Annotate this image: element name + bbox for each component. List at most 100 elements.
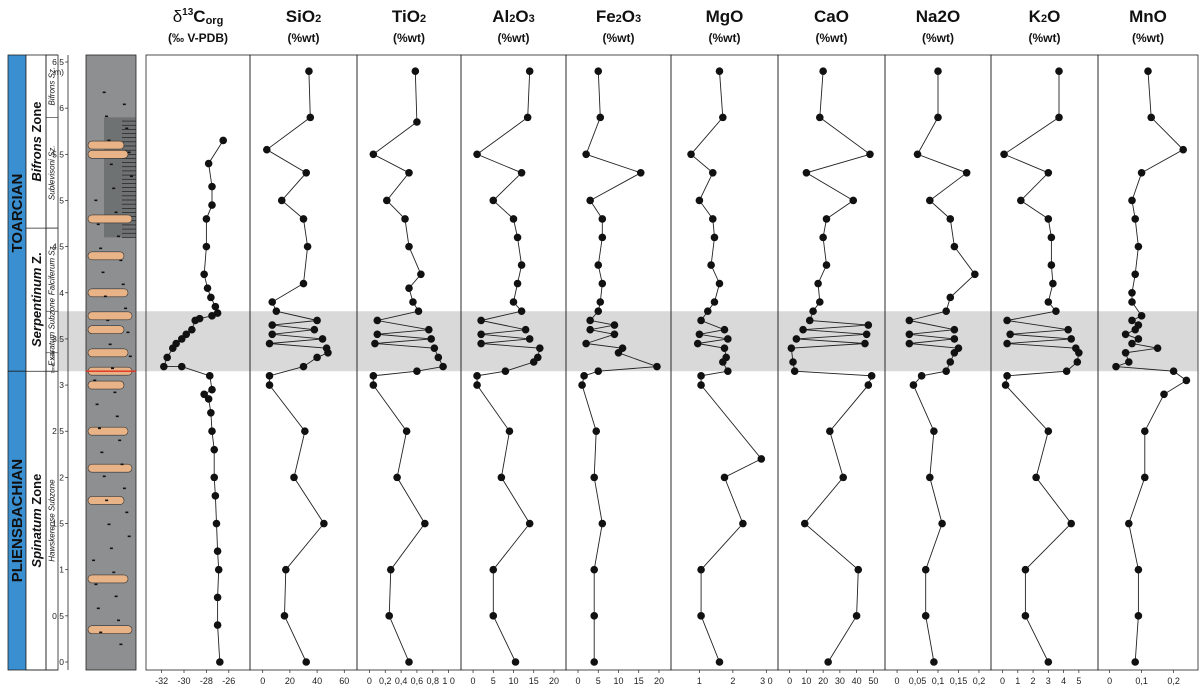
subzone-label: Hawskerense Subzone: [48, 479, 57, 562]
data-point: [815, 113, 824, 122]
x-tick-label: -26: [222, 676, 235, 686]
data-point: [265, 381, 274, 389]
data-point: [1032, 473, 1040, 482]
lithology-dot: [127, 535, 131, 538]
data-point: [163, 353, 171, 362]
x-tick-label: 0,2: [379, 676, 392, 686]
x-tick-label: 50: [868, 676, 878, 686]
x-tick-label: 0: [367, 676, 372, 686]
height-unit-label: m): [54, 67, 64, 77]
lithology-dot: [115, 415, 119, 418]
data-point: [262, 145, 271, 154]
data-point: [299, 215, 308, 223]
data-point: [707, 261, 715, 269]
data-point: [305, 67, 313, 76]
data-point: [719, 113, 727, 122]
data-point: [489, 612, 498, 620]
data-point: [809, 307, 817, 316]
carbonate-nodule: [87, 380, 125, 390]
data-point: [313, 353, 321, 362]
data-point: [1001, 381, 1010, 389]
data-point: [501, 367, 510, 376]
data-point: [695, 330, 704, 339]
data-point: [1047, 261, 1056, 269]
data-point: [695, 196, 704, 205]
data-point: [1141, 473, 1149, 482]
series-line: [690, 71, 763, 663]
data-point: [417, 270, 425, 279]
data-point: [1131, 270, 1139, 279]
height-tick-label: 2.5: [52, 426, 64, 436]
data-point: [513, 233, 522, 242]
data-point: [905, 316, 914, 325]
data-point: [578, 381, 586, 389]
data-point: [596, 298, 605, 306]
data-point: [867, 372, 876, 380]
data-point: [942, 367, 950, 376]
data-point: [1003, 316, 1011, 325]
data-point: [864, 381, 873, 389]
data-point: [200, 390, 208, 399]
lithology-dot: [97, 427, 101, 430]
data-point: [1067, 519, 1076, 528]
lithology-dot: [102, 475, 106, 478]
data-point: [950, 325, 959, 334]
lithology-dot: [101, 271, 105, 274]
data-point: [213, 593, 222, 602]
data-point: [1071, 344, 1080, 352]
data-point: [1160, 390, 1168, 399]
x-tick-label: -30: [177, 676, 190, 686]
lithology-dot: [92, 559, 96, 562]
x-tick-label: 5: [596, 676, 601, 686]
carbonate-nodule: [87, 463, 133, 473]
data-point: [934, 67, 942, 76]
data-point: [586, 196, 594, 205]
data-point: [1052, 307, 1060, 316]
data-point: [1017, 196, 1025, 205]
lithology-dot: [109, 547, 113, 550]
data-point: [523, 113, 532, 122]
data-point: [213, 309, 222, 317]
data-point: [509, 215, 518, 223]
data-point: [708, 168, 717, 177]
lithology-dot: [128, 355, 132, 358]
lithology-dot: [94, 583, 98, 586]
data-point: [322, 344, 331, 352]
x-tick-label: 0: [471, 676, 476, 686]
data-point: [525, 519, 534, 528]
lithology-dot: [118, 439, 122, 442]
data-point: [710, 233, 719, 242]
lithology-dot: [106, 319, 110, 322]
data-point: [536, 344, 544, 352]
zone-label: Spinatum Zone: [29, 474, 44, 568]
subzone-label: Exaratum Subzone: [48, 297, 57, 366]
data-point: [693, 339, 702, 348]
lithology-dot: [95, 403, 99, 406]
data-point: [938, 519, 946, 528]
data-point: [1128, 288, 1136, 297]
data-point: [517, 307, 526, 316]
panel-title: TiO2: [392, 7, 426, 26]
data-point: [385, 612, 393, 620]
data-point: [1121, 348, 1130, 357]
x-tick-label: 5: [491, 676, 496, 686]
data-point: [917, 372, 926, 380]
data-point: [1006, 330, 1014, 339]
data-point: [930, 658, 938, 666]
data-point: [1128, 298, 1136, 306]
x-tick-label: 0,2: [1167, 676, 1180, 686]
data-point: [200, 270, 208, 279]
data-point: [204, 159, 213, 168]
panel-1: 0 20 40 60: [249, 54, 358, 686]
height-tick-label: 3: [59, 380, 64, 390]
data-point: [1137, 312, 1146, 320]
data-point: [849, 196, 858, 205]
data-point: [405, 242, 413, 251]
data-point: [477, 339, 485, 348]
data-point: [715, 67, 724, 76]
data-point: [219, 136, 227, 145]
data-point: [598, 215, 607, 223]
data-point: [757, 455, 766, 463]
series-line: [265, 71, 329, 663]
data-point: [909, 381, 918, 389]
